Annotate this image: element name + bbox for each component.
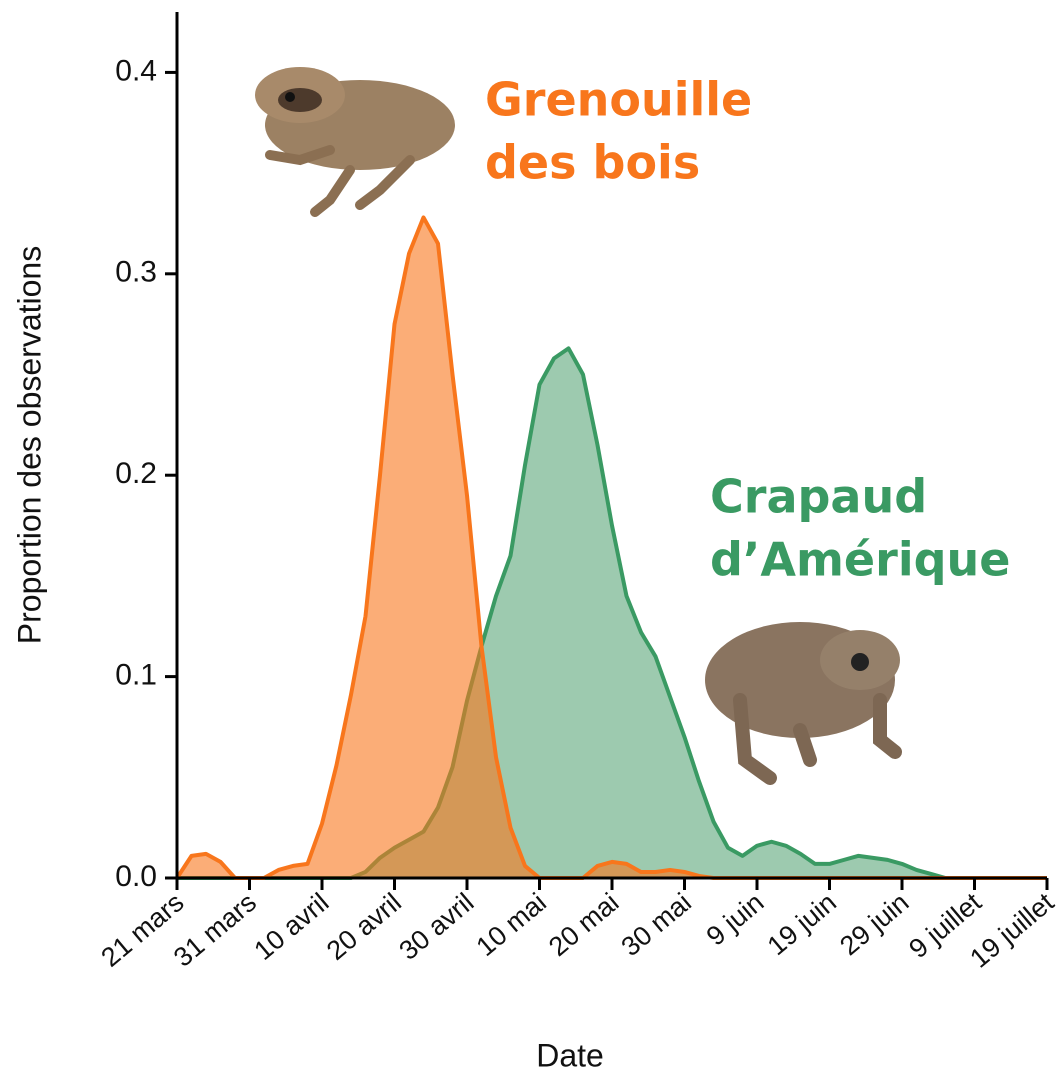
y-tick-label: 0.4 — [115, 54, 157, 87]
y-tick-label: 0.3 — [115, 256, 157, 289]
x-tick-label: 20 avril — [321, 887, 407, 966]
frog-illustration — [255, 67, 455, 212]
area — [177, 348, 1047, 878]
x-tick-label: 31 mars — [168, 887, 262, 973]
x-tick-label: 10 avril — [248, 887, 334, 966]
series-label: Crapaud — [710, 470, 927, 524]
series-label: d’Amérique — [710, 533, 1010, 587]
x-tick-label: 29 juin — [834, 887, 914, 961]
x-tick-label: 20 mai — [543, 887, 624, 962]
series-label: Grenouille — [485, 73, 752, 127]
chart: Date Proportion des observations 0.0 0.1 0… — [0, 0, 1064, 1083]
toad-illustration — [705, 622, 900, 778]
y-tick-label: 0.0 — [115, 860, 157, 893]
x-tick-label: 30 mai — [616, 887, 697, 962]
x-tick-label: 30 avril — [393, 887, 479, 966]
x-axis-label: Date — [536, 1037, 604, 1073]
y-tick-label: 0.1 — [115, 659, 157, 692]
x-tick-label: 19 juin — [762, 887, 842, 961]
x-tick-label: 10 mai — [471, 887, 552, 962]
x-tick-label: 9 juin — [701, 887, 770, 951]
series-label: des bois — [485, 136, 700, 190]
x-tick-label: 19 juillet — [964, 887, 1060, 974]
y-tick-label: 0.2 — [115, 457, 157, 490]
y-axis-label: Proportion des observations — [11, 246, 47, 644]
